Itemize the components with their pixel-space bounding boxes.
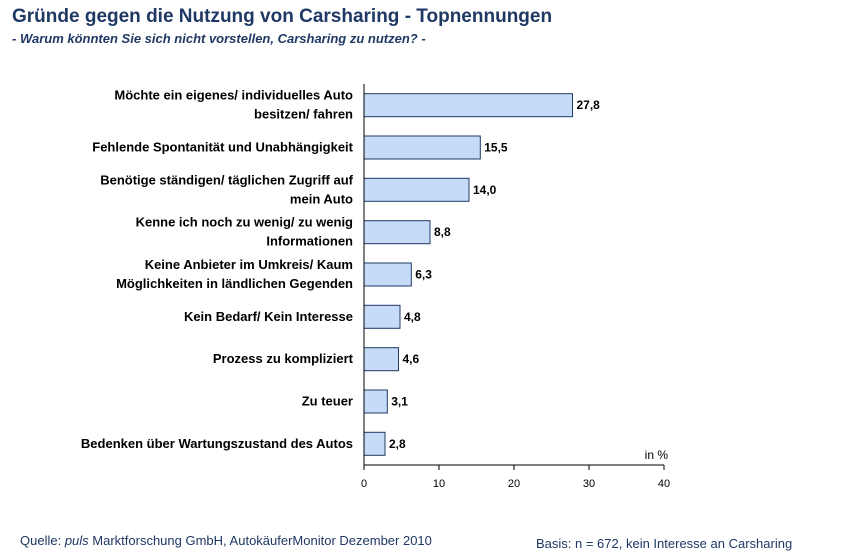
category-label: Prozess zu kompliziert [213,351,354,366]
category-label: Kein Bedarf/ Kein Interesse [184,309,353,324]
value-label: 8,8 [434,225,451,239]
source-italic: puls [64,533,89,548]
source-rest: Marktforschung GmbH, AutokäuferMonitor D… [88,533,432,548]
category-label: Zu teuer [302,394,353,409]
category-label: Keine Anbieter im Umkreis/ Kaum [145,257,353,272]
value-label: 4,8 [404,310,421,324]
bar [363,177,470,202]
category-label: Bedenken über Wartungszustand des Autos [81,436,353,451]
bar [363,347,399,372]
bar [363,93,573,118]
category-label: besitzen/ fahren [254,107,353,122]
x-tick-label: 30 [583,478,595,490]
x-tick-label: 10 [433,478,445,490]
category-label: Informationen [266,234,353,249]
source-prefix: Quelle: [20,533,65,548]
x-tick-label: 40 [658,478,670,490]
bar [363,262,412,287]
category-label: Fehlende Spontanität und Unabhängigkeit [92,140,353,155]
bar [363,304,401,329]
chart-subtitle: - Warum könnten Sie sich nicht vorstelle… [12,31,426,46]
value-label: 15,5 [484,141,508,155]
source-note: Quelle: puls Marktforschung GmbH, Autokä… [20,533,432,548]
category-label: mein Auto [290,191,353,206]
x-tick-label: 0 [361,478,367,490]
category-label: Möglichkeiten in ländlichen Gegenden [116,276,353,291]
x-axis-unit-label: in % [645,448,669,462]
bar [363,389,388,414]
value-label: 2,8 [389,437,406,451]
value-label: 3,1 [391,395,408,409]
bar [363,135,481,160]
category-label: Kenne ich noch zu wenig/ zu wenig [136,215,353,230]
category-label: Möchte ein eigenes/ individuelles Auto [114,88,353,103]
bar [363,431,386,456]
x-tick-label: 20 [508,478,520,490]
basis-note: Basis: n = 672, kein Interesse an Carsha… [536,536,793,551]
chart-title: Gründe gegen die Nutzung von Carsharing … [12,6,553,27]
bar [363,220,431,245]
category-label: Benötige ständigen/ täglichen Zugriff au… [100,172,353,187]
value-label: 6,3 [415,268,432,282]
value-label: 14,0 [473,183,497,197]
value-label: 4,6 [403,352,420,366]
value-label: 27,8 [577,98,601,112]
